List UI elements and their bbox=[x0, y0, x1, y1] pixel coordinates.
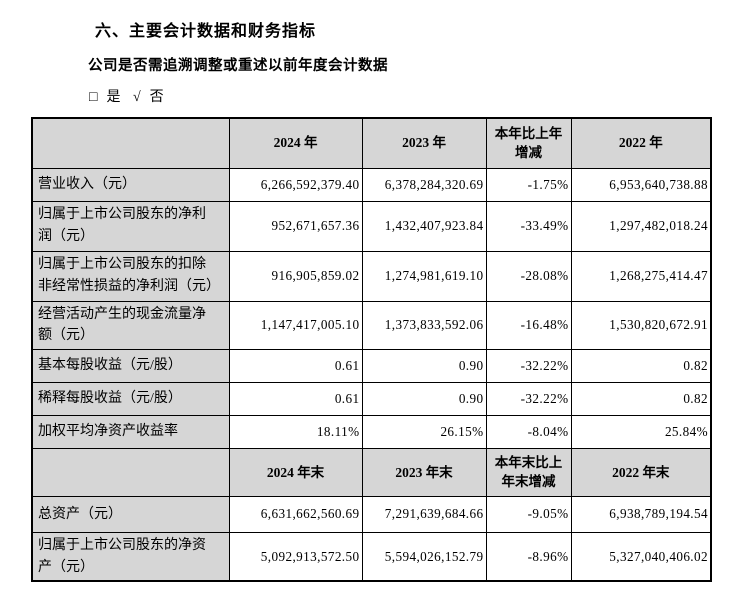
cell-2022: 25.84% bbox=[570, 414, 712, 449]
header-2022: 2022 年 bbox=[570, 117, 712, 169]
options-line: □ 是 √ 否 bbox=[89, 86, 173, 106]
cell-2023: 5,594,026,152.79 bbox=[361, 531, 487, 582]
cell-2024: 952,671,657.36 bbox=[228, 200, 363, 252]
cell-2024: 0.61 bbox=[228, 348, 363, 383]
cell-2022: 5,327,040,406.02 bbox=[570, 531, 712, 582]
table-row-net-assets: 归属于上市公司股东的净资 产（元） 5,092,913,572.50 5,594… bbox=[31, 531, 712, 582]
cell-2023: 1,274,981,619.10 bbox=[361, 250, 487, 302]
row-label: 经营活动产生的现金流量净 额（元） bbox=[31, 300, 230, 350]
cell-change: -33.49% bbox=[485, 200, 572, 252]
header-blank bbox=[31, 117, 230, 169]
row-label: 加权平均净资产收益率 bbox=[31, 414, 230, 449]
table-row-net-profit-deducted: 归属于上市公司股东的扣除 非经常性损益的净利润（元） 916,905,859.0… bbox=[31, 250, 712, 302]
cell-change: -9.05% bbox=[485, 495, 572, 533]
question-text: 公司是否需追溯调整或重述以前年度会计数据 bbox=[88, 58, 388, 74]
row-label: 营业收入（元） bbox=[31, 167, 230, 202]
section-title: 六、主要会计数据和财务指标 bbox=[95, 23, 317, 40]
table-row-basic-eps: 基本每股收益（元/股） 0.61 0.90 -32.22% 0.82 bbox=[31, 348, 712, 383]
cell-2022: 0.82 bbox=[570, 381, 712, 416]
row-label: 归属于上市公司股东的净利 润（元） bbox=[31, 200, 230, 252]
cell-2024: 6,631,662,560.69 bbox=[228, 495, 363, 533]
cell-2022: 6,953,640,738.88 bbox=[570, 167, 712, 202]
table-row-total-assets: 总资产（元） 6,631,662,560.69 7,291,639,684.66… bbox=[31, 495, 712, 533]
cell-change: -8.96% bbox=[485, 531, 572, 582]
cell-2023: 1,373,833,592.06 bbox=[361, 300, 487, 350]
row-label: 稀释每股收益（元/股） bbox=[31, 381, 230, 416]
table-row-net-profit: 归属于上市公司股东的净利 润（元） 952,671,657.36 1,432,4… bbox=[31, 200, 712, 252]
cell-2024: 18.11% bbox=[228, 414, 363, 449]
table-row-operating-cashflow: 经营活动产生的现金流量净 额（元） 1,147,417,005.10 1,373… bbox=[31, 300, 712, 350]
cell-2024: 6,266,592,379.40 bbox=[228, 167, 363, 202]
cell-2022: 0.82 bbox=[570, 348, 712, 383]
table-header-year-end: 2024 年末 2023 年末 本年末比上 年末增减 2022 年末 bbox=[31, 447, 712, 497]
header-2024: 2024 年 bbox=[228, 117, 363, 169]
cell-change: -32.22% bbox=[485, 381, 572, 416]
cell-2024: 5,092,913,572.50 bbox=[228, 531, 363, 582]
cell-2023: 0.90 bbox=[361, 348, 487, 383]
cell-2023: 1,432,407,923.84 bbox=[361, 200, 487, 252]
cell-change: -28.08% bbox=[485, 250, 572, 302]
table-header-annual: 2024 年 2023 年 本年比上年 增减 2022 年 bbox=[31, 117, 712, 169]
cell-2022: 6,938,789,194.54 bbox=[570, 495, 712, 533]
header-yoy-change: 本年比上年 增减 bbox=[485, 117, 572, 169]
checkmark-icon: √ bbox=[132, 90, 141, 105]
row-label: 归属于上市公司股东的扣除 非经常性损益的净利润（元） bbox=[31, 250, 230, 302]
row-label: 总资产（元） bbox=[31, 495, 230, 533]
cell-change: -1.75% bbox=[485, 167, 572, 202]
cell-2023: 0.90 bbox=[361, 381, 487, 416]
cell-2022: 1,530,820,672.91 bbox=[570, 300, 712, 350]
cell-2022: 1,297,482,018.24 bbox=[570, 200, 712, 252]
header-2023-end: 2023 年末 bbox=[361, 447, 487, 497]
cell-change: -16.48% bbox=[485, 300, 572, 350]
option-yes-label: 是 bbox=[106, 90, 121, 105]
header-year-end-change: 本年末比上 年末增减 bbox=[485, 447, 572, 497]
cell-change: -8.04% bbox=[485, 414, 572, 449]
checkbox-unchecked-icon: □ bbox=[89, 90, 98, 105]
cell-2022: 1,268,275,414.47 bbox=[570, 250, 712, 302]
cell-2024: 916,905,859.02 bbox=[228, 250, 363, 302]
cell-2024: 0.61 bbox=[228, 381, 363, 416]
cell-2023: 7,291,639,684.66 bbox=[361, 495, 487, 533]
cell-2023: 6,378,284,320.69 bbox=[361, 167, 487, 202]
table-row-diluted-eps: 稀释每股收益（元/股） 0.61 0.90 -32.22% 0.82 bbox=[31, 381, 712, 416]
header-2023: 2023 年 bbox=[361, 117, 487, 169]
header-2024-end: 2024 年末 bbox=[228, 447, 363, 497]
table-row-revenue: 营业收入（元） 6,266,592,379.40 6,378,284,320.6… bbox=[31, 167, 712, 202]
row-label: 基本每股收益（元/股） bbox=[31, 348, 230, 383]
cell-change: -32.22% bbox=[485, 348, 572, 383]
header-blank bbox=[31, 447, 230, 497]
financial-indicators-table: 2024 年 2023 年 本年比上年 增减 2022 年 营业收入（元） 6,… bbox=[31, 117, 712, 583]
cell-2024: 1,147,417,005.10 bbox=[228, 300, 363, 350]
header-2022-end: 2022 年末 bbox=[570, 447, 712, 497]
option-no-label: 否 bbox=[149, 90, 164, 105]
cell-2023: 26.15% bbox=[361, 414, 487, 449]
table-row-weighted-roe: 加权平均净资产收益率 18.11% 26.15% -8.04% 25.84% bbox=[31, 414, 712, 449]
row-label: 归属于上市公司股东的净资 产（元） bbox=[31, 531, 230, 582]
